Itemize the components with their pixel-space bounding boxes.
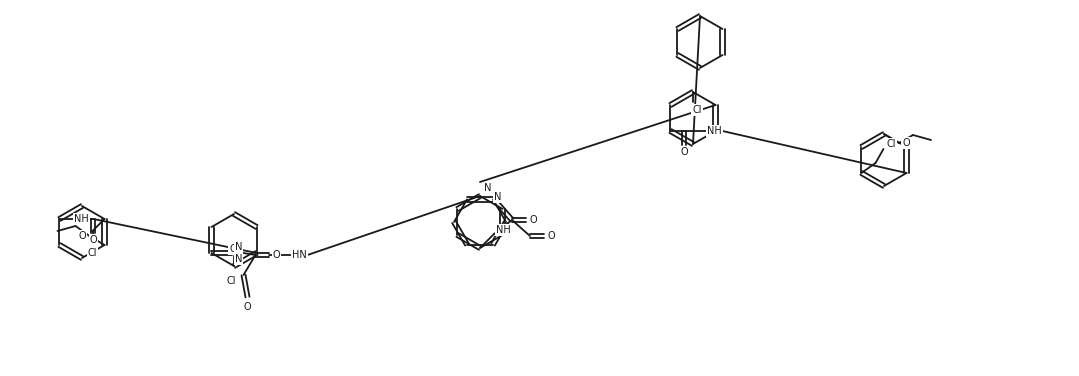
- Text: N: N: [235, 254, 242, 264]
- Text: N: N: [235, 242, 242, 252]
- Text: O: O: [547, 231, 555, 241]
- Text: NH: NH: [495, 225, 510, 235]
- Text: Cl: Cl: [887, 139, 897, 149]
- Text: O: O: [273, 250, 281, 260]
- Text: Cl: Cl: [693, 105, 701, 115]
- Text: O: O: [902, 138, 910, 148]
- Text: Cl: Cl: [87, 248, 97, 258]
- Text: NH: NH: [707, 126, 722, 136]
- Text: O: O: [244, 302, 251, 312]
- Text: Cl: Cl: [229, 244, 238, 254]
- Text: HN: HN: [292, 250, 306, 260]
- Text: N: N: [484, 183, 492, 193]
- Text: NH: NH: [74, 214, 88, 224]
- Text: N: N: [494, 192, 502, 202]
- Text: Cl: Cl: [227, 276, 236, 286]
- Text: O: O: [79, 231, 86, 241]
- Text: O: O: [529, 215, 537, 225]
- Text: O: O: [681, 147, 688, 157]
- Text: O: O: [90, 235, 97, 245]
